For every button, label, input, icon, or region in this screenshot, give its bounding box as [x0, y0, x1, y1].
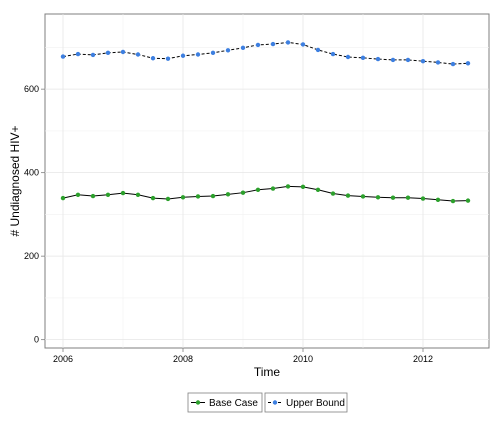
data-point-upper-bound	[315, 47, 321, 53]
data-point-base-case	[285, 184, 291, 189]
data-point-base-case	[465, 198, 471, 203]
data-point-base-case	[150, 195, 156, 201]
y-axis-title: # Undiagnosed HIV+	[8, 125, 22, 236]
data-point-upper-bound	[330, 51, 336, 57]
data-point-base-case	[135, 192, 141, 197]
y-tick-label: 0	[34, 335, 39, 345]
data-point-base-case	[435, 197, 441, 202]
data-point-base-case	[105, 192, 111, 197]
data-point-upper-bound	[255, 42, 261, 48]
data-point-base-case	[420, 196, 426, 201]
data-point-base-case	[330, 191, 336, 196]
data-point-upper-bound	[420, 58, 426, 64]
series-line-upper-bound	[62, 41, 469, 65]
data-point-base-case	[195, 194, 201, 199]
data-point-upper-bound	[60, 54, 66, 59]
x-tick-label: 2006	[53, 354, 73, 364]
data-point-base-case	[390, 195, 396, 200]
y-tick-label: 400	[24, 168, 39, 178]
data-point-upper-bound	[450, 61, 456, 67]
data-point-base-case	[315, 187, 321, 192]
x-axis-title: Time	[254, 365, 281, 379]
data-point-base-case	[360, 194, 366, 199]
series-points	[60, 40, 471, 204]
data-point-upper-bound	[225, 48, 231, 53]
data-point-upper-bound	[300, 42, 306, 47]
data-point-base-case	[405, 195, 411, 200]
data-point-base-case	[165, 196, 171, 202]
data-point-upper-bound	[135, 52, 141, 57]
data-point-base-case	[300, 184, 306, 190]
data-point-upper-bound	[345, 54, 351, 60]
data-point-base-case	[75, 192, 81, 197]
x-axis-ticks: 2006 2008 2010 2012	[53, 348, 433, 364]
series-line-base-case	[62, 185, 469, 202]
data-point-base-case	[180, 195, 186, 200]
data-point-base-case	[255, 187, 261, 192]
data-point-base-case	[345, 193, 351, 198]
data-point-upper-bound	[405, 57, 411, 63]
legend-label-base-case: Base Case	[209, 398, 258, 409]
data-point-upper-bound	[150, 56, 156, 61]
data-point-upper-bound	[390, 57, 396, 63]
y-axis-ticks: 0 200 400 600	[24, 84, 45, 345]
data-point-base-case	[210, 193, 216, 199]
data-point-upper-bound	[465, 61, 471, 66]
data-point-base-case	[450, 198, 456, 204]
data-point-upper-bound	[105, 50, 111, 56]
data-point-base-case	[240, 190, 246, 195]
data-point-base-case	[90, 193, 96, 199]
y-tick-label: 200	[24, 251, 39, 261]
legend-point-upper-bound	[272, 400, 278, 405]
data-point-base-case	[270, 186, 276, 191]
data-point-upper-bound	[360, 55, 366, 61]
x-tick-label: 2008	[173, 354, 193, 364]
y-tick-label: 600	[24, 84, 39, 94]
grid	[45, 14, 489, 348]
legend-label-upper-bound: Upper Bound	[286, 398, 345, 409]
data-point-upper-bound	[285, 40, 291, 45]
data-point-upper-bound	[180, 53, 186, 58]
data-point-base-case	[375, 195, 381, 200]
series-lines	[62, 41, 469, 202]
legend-key-box-base-case	[187, 392, 263, 413]
x-tick-label: 2010	[293, 354, 313, 364]
data-point-upper-bound	[75, 51, 81, 57]
legend: Base Case Upper Bound	[187, 392, 348, 413]
data-point-upper-bound	[375, 56, 381, 62]
data-point-upper-bound	[435, 60, 441, 65]
legend-key-box-upper-bound	[264, 392, 348, 413]
data-point-base-case	[225, 192, 231, 197]
data-point-upper-bound	[120, 49, 126, 55]
data-point-base-case	[60, 195, 66, 201]
data-point-upper-bound	[270, 41, 276, 47]
plot-panel	[44, 13, 490, 349]
legend-point-base-case	[195, 400, 201, 405]
data-point-upper-bound	[240, 45, 246, 51]
data-point-upper-bound	[90, 52, 96, 58]
data-point-upper-bound	[210, 50, 216, 56]
data-point-base-case	[120, 190, 126, 196]
data-point-upper-bound	[165, 56, 171, 61]
x-tick-label: 2012	[413, 354, 433, 364]
data-point-upper-bound	[195, 52, 201, 57]
